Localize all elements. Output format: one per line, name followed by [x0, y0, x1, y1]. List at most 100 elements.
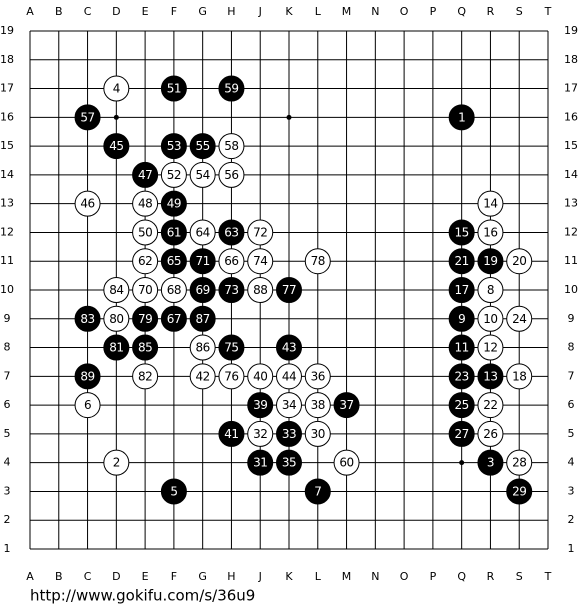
stone: [506, 363, 533, 390]
stone: [132, 363, 159, 390]
stone: [247, 449, 274, 476]
stone: [506, 305, 533, 332]
column-label: B: [55, 570, 63, 583]
move-number: 8: [487, 283, 494, 297]
column-label: T: [544, 5, 552, 18]
stone: [218, 248, 245, 275]
move-number: 3: [487, 456, 494, 470]
row-label: 10: [564, 283, 578, 296]
stone: [160, 305, 187, 332]
move-number: 60: [339, 456, 353, 470]
move-number: 13: [483, 369, 497, 383]
stone: [477, 248, 504, 275]
stone: [189, 248, 216, 275]
move-number: 50: [138, 225, 152, 239]
row-label: 14: [0, 168, 14, 181]
stone: [103, 277, 130, 303]
move-number: 24: [512, 312, 526, 326]
move-number: 19: [483, 254, 497, 268]
column-label: S: [516, 5, 523, 18]
stone: [477, 277, 504, 303]
move-number: 7: [314, 484, 321, 498]
move-number: 6: [84, 398, 91, 412]
stone: [304, 420, 331, 447]
stone: [103, 75, 130, 102]
column-label: O: [400, 570, 409, 583]
stone: [477, 219, 504, 246]
row-label: 8: [4, 341, 11, 354]
column-label: G: [198, 5, 207, 18]
source-url: http://www.gokifu.com/s/36u9: [30, 587, 255, 605]
star-point: [286, 114, 292, 120]
stone: [276, 420, 302, 447]
stone: [189, 334, 216, 361]
stone: [132, 248, 159, 275]
stone: [477, 420, 504, 447]
stone: [74, 305, 101, 332]
row-label: 1: [568, 542, 575, 555]
stone: [247, 219, 274, 246]
stone: [160, 75, 187, 102]
row-label: 3: [4, 484, 11, 497]
move-number: 63: [224, 225, 238, 239]
stone: [304, 478, 331, 505]
stone: [477, 305, 504, 332]
column-label: Q: [457, 570, 466, 583]
column-label: L: [315, 5, 322, 18]
row-label: 17: [0, 82, 14, 95]
move-number: 12: [483, 341, 497, 355]
row-label: 6: [568, 398, 575, 411]
stone: [247, 248, 274, 275]
move-number: 21: [455, 254, 469, 268]
stone: [276, 449, 302, 476]
star-point: [459, 460, 465, 466]
stone: [160, 219, 187, 246]
stone: [132, 219, 159, 246]
column-label: D: [112, 570, 120, 583]
stone: [448, 420, 475, 447]
move-number: 34: [282, 398, 296, 412]
column-label: E: [142, 5, 149, 18]
move-number: 27: [455, 427, 469, 441]
move-number: 80: [109, 312, 123, 326]
move-number: 46: [80, 197, 94, 211]
column-label: H: [227, 5, 235, 18]
move-number: 36: [311, 369, 325, 383]
column-label: L: [315, 570, 322, 583]
move-number: 79: [138, 312, 152, 326]
stone: [276, 392, 302, 419]
move-number: 67: [167, 312, 181, 326]
row-label: 11: [0, 254, 14, 267]
move-number: 74: [253, 254, 267, 268]
move-number: 25: [455, 398, 469, 412]
move-number: 29: [512, 484, 526, 498]
column-label: C: [84, 5, 92, 18]
move-number: 81: [109, 341, 123, 355]
column-label: E: [142, 570, 149, 583]
row-label: 2: [4, 513, 11, 526]
stone: [74, 363, 101, 390]
move-number: 37: [339, 398, 353, 412]
move-number: 26: [483, 427, 497, 441]
row-label: 7: [4, 369, 11, 382]
move-number: 83: [80, 312, 94, 326]
move-number: 52: [167, 168, 181, 182]
move-number: 86: [196, 341, 210, 355]
stone: [103, 305, 130, 332]
stone: [218, 277, 245, 303]
move-number: 82: [138, 369, 152, 383]
row-label: 7: [568, 369, 575, 382]
stone: [247, 392, 274, 419]
stone: [160, 277, 187, 303]
move-number: 65: [167, 254, 181, 268]
stone: [448, 392, 475, 419]
row-label: 15: [564, 139, 578, 152]
move-number: 17: [455, 283, 469, 297]
move-number: 44: [282, 369, 296, 383]
stone: [448, 334, 475, 361]
column-label: F: [171, 5, 177, 18]
move-number: 11: [455, 341, 469, 355]
row-label: 12: [564, 225, 578, 238]
stone: [276, 277, 302, 303]
